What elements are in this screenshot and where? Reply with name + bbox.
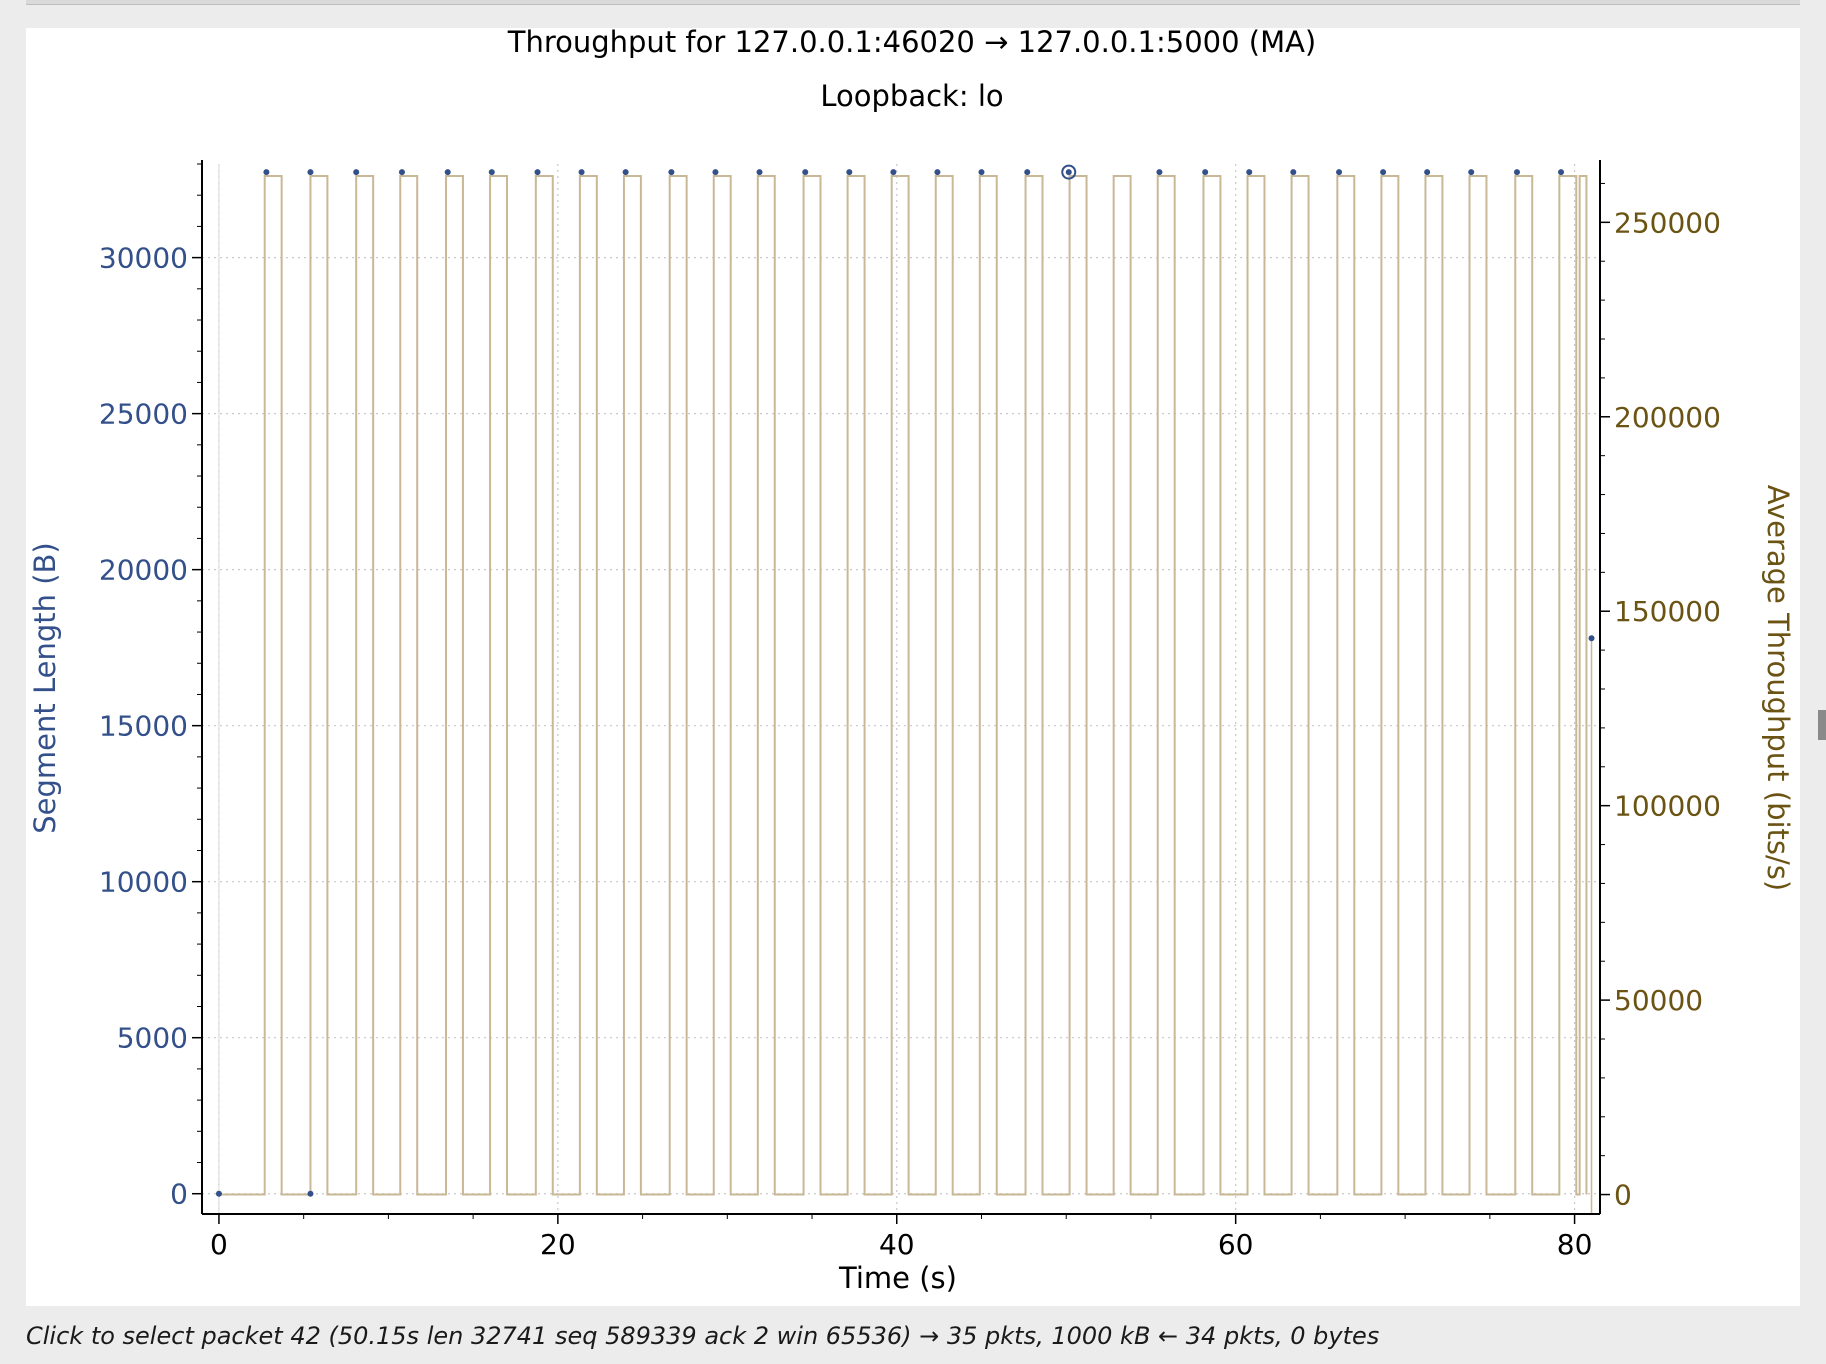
selected-point-ring[interactable] <box>1061 164 1077 180</box>
status-bar: Click to select packet 42 (50.15s len 32… <box>26 1322 1380 1350</box>
segment-point[interactable] <box>890 169 897 176</box>
segment-point[interactable] <box>1424 169 1431 176</box>
x-tick-label: 60 <box>1218 1228 1254 1261</box>
left-window-edge <box>0 0 26 1364</box>
segment-point[interactable] <box>488 169 495 176</box>
selected-point <box>1065 169 1072 176</box>
x-tick-label: 0 <box>210 1228 228 1261</box>
x-tick-label: 80 <box>1557 1228 1593 1261</box>
chart-title: Throughput for 127.0.0.1:46020 → 127.0.0… <box>507 28 1317 59</box>
throughput-step-line <box>218 174 1588 1196</box>
chart-panel[interactable]: Throughput for 127.0.0.1:46020 → 127.0.0… <box>26 28 1800 1306</box>
chart-subtitle: Loopback: lo <box>820 79 1003 113</box>
tick-labels: 0 5000 10000 15000 20000 25000 30000 0 50000 1000… <box>99 206 1721 1261</box>
y-left-tick-label: 5000 <box>117 1022 188 1055</box>
segment-point[interactable] <box>756 169 763 176</box>
y-left-tick-label: 10000 <box>99 866 188 899</box>
throughput-series <box>218 174 1593 1214</box>
segment-point[interactable] <box>263 169 270 176</box>
segment-point[interactable] <box>353 169 360 176</box>
throughput-chart[interactable]: Throughput for 127.0.0.1:46020 → 127.0.0… <box>26 28 1800 1306</box>
segment-point[interactable] <box>1156 169 1163 176</box>
segment-point[interactable] <box>802 169 809 176</box>
segment-point[interactable] <box>1588 635 1595 642</box>
segment-point[interactable] <box>215 1190 222 1197</box>
y-left-tick-label: 15000 <box>99 710 188 743</box>
y-left-tick-label: 0 <box>170 1178 188 1211</box>
segment-point[interactable] <box>712 169 719 176</box>
segment-point[interactable] <box>934 169 941 176</box>
y-right-tick-label: 100000 <box>1614 790 1721 823</box>
x-tick-label: 20 <box>540 1228 576 1261</box>
y-left-axis-title: Segment Length (B) <box>28 542 62 834</box>
segment-length-series[interactable] <box>215 164 1595 1197</box>
x-tick-label: 40 <box>879 1228 915 1261</box>
axes <box>192 160 1610 1224</box>
segment-point[interactable] <box>1558 169 1565 176</box>
x-axis-title: Time (s) <box>838 1261 957 1295</box>
segment-point[interactable] <box>307 1190 314 1197</box>
segment-point[interactable] <box>1468 169 1475 176</box>
y-right-axis-title: Average Throughput (bits/s) <box>1761 485 1795 891</box>
segment-point[interactable] <box>1290 169 1297 176</box>
segment-point[interactable] <box>1024 169 1031 176</box>
segment-point[interactable] <box>622 169 629 176</box>
right-window-edge <box>1800 0 1826 1364</box>
scrollbar-handle[interactable] <box>1818 710 1826 740</box>
segment-point[interactable] <box>1380 169 1387 176</box>
segment-point[interactable] <box>1246 169 1253 176</box>
y-right-tick-label: 0 <box>1614 1179 1632 1212</box>
y-left-tick-label: 25000 <box>99 398 188 431</box>
segment-point[interactable] <box>444 169 451 176</box>
segment-point[interactable] <box>846 169 853 176</box>
segment-point[interactable] <box>307 169 314 176</box>
y-right-tick-label: 250000 <box>1614 206 1721 239</box>
y-right-tick-label: 200000 <box>1614 401 1721 434</box>
grid-lines <box>202 164 1600 1214</box>
segment-point[interactable] <box>398 169 405 176</box>
segment-point[interactable] <box>1202 169 1209 176</box>
y-left-tick-label: 30000 <box>99 242 188 275</box>
y-right-tick-label: 50000 <box>1614 984 1703 1017</box>
segment-point[interactable] <box>534 169 541 176</box>
segment-point[interactable] <box>1336 169 1343 176</box>
segment-point[interactable] <box>578 169 585 176</box>
window-top-edge <box>0 0 1826 5</box>
segment-point[interactable] <box>1513 169 1520 176</box>
y-right-tick-label: 150000 <box>1614 595 1721 628</box>
y-left-tick-label: 20000 <box>99 554 188 587</box>
segment-point[interactable] <box>668 169 675 176</box>
segment-point[interactable] <box>978 169 985 176</box>
